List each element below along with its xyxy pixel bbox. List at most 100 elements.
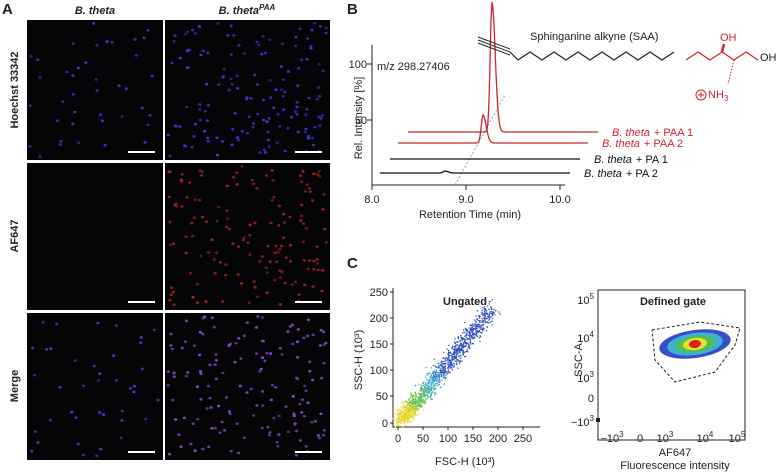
gate (651, 321, 741, 383)
event (449, 361, 451, 363)
cell (293, 423, 297, 426)
event (488, 303, 490, 305)
event (425, 383, 427, 386)
event (401, 401, 403, 403)
trace-condition: + PAA 2 (644, 138, 683, 150)
event (418, 398, 420, 400)
event (411, 420, 413, 423)
cell (316, 268, 320, 272)
event (479, 317, 481, 319)
event (407, 407, 410, 409)
event (446, 358, 449, 360)
event (456, 351, 458, 353)
trace-species: B. theta (594, 154, 632, 166)
cell (168, 220, 172, 224)
event (406, 420, 408, 423)
event (394, 429, 397, 431)
event (420, 399, 422, 401)
event (461, 345, 463, 348)
event (403, 419, 405, 421)
cell (235, 171, 239, 174)
event (416, 408, 418, 410)
cell (227, 88, 231, 92)
event (397, 422, 399, 424)
event (409, 409, 411, 411)
cell (199, 53, 203, 57)
event (475, 333, 478, 335)
cell (270, 169, 274, 172)
charge (695, 89, 707, 101)
cell (195, 385, 200, 389)
event (430, 387, 433, 390)
x-axis-sublabel: Fluorescence intensity (620, 460, 730, 472)
event (418, 403, 420, 406)
cell (198, 103, 202, 106)
event (490, 313, 492, 315)
event (482, 314, 484, 316)
event (472, 330, 474, 333)
event (404, 416, 406, 418)
event (442, 369, 444, 371)
y-tick-label: 50 (355, 115, 367, 127)
cell (218, 261, 223, 264)
event (419, 393, 421, 396)
event (433, 384, 435, 386)
cell (203, 110, 208, 113)
cell (268, 38, 272, 42)
event (443, 366, 445, 368)
cell (310, 378, 315, 382)
event (409, 395, 412, 397)
event (396, 425, 398, 427)
event (450, 363, 453, 365)
cell (169, 332, 173, 336)
event (408, 402, 410, 404)
cell (200, 174, 204, 177)
event (400, 414, 402, 416)
event (464, 356, 466, 358)
event (475, 325, 477, 327)
event (462, 342, 465, 344)
event (403, 417, 405, 419)
event (437, 380, 439, 382)
event (411, 398, 413, 400)
cell (311, 285, 315, 288)
event (466, 334, 468, 336)
event (405, 419, 407, 421)
event (466, 329, 468, 331)
event (451, 364, 453, 366)
cell (239, 357, 243, 360)
event (406, 416, 408, 418)
event (405, 401, 407, 403)
event (419, 394, 421, 396)
cell (313, 420, 318, 423)
cell (311, 143, 316, 147)
event (462, 351, 464, 354)
event (473, 333, 476, 335)
row-label: AF647 (9, 219, 21, 252)
event (482, 315, 484, 317)
cell (278, 247, 282, 251)
x-tick-label: 103 (657, 430, 674, 445)
event (425, 393, 427, 396)
mz-label: m/z 298.27406 (377, 61, 450, 73)
cell (322, 429, 326, 432)
cell (55, 119, 59, 123)
event (435, 366, 437, 368)
event (410, 407, 412, 409)
event (456, 353, 458, 355)
tick-exp: 3 (590, 414, 595, 423)
event (424, 394, 426, 397)
event (455, 361, 458, 363)
cell (317, 115, 321, 119)
cell (295, 105, 299, 109)
column-header: B. thetaPAA (219, 3, 276, 17)
cell (305, 108, 309, 111)
cell (189, 442, 193, 446)
event (448, 365, 450, 368)
cell (49, 347, 53, 350)
event (472, 342, 474, 345)
cell (322, 330, 326, 334)
event (468, 338, 470, 340)
cell (266, 130, 270, 134)
y-axis-label: SSC-A (573, 343, 585, 377)
